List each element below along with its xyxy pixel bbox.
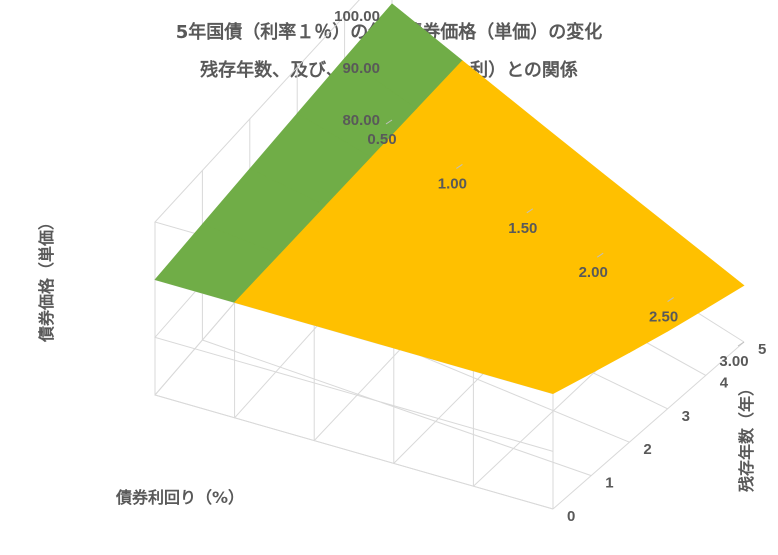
surface-plot [154, 3, 745, 394]
floor-gridline-y [202, 339, 592, 477]
x-tick-mark [667, 297, 674, 303]
z-tick-label: 80.00 [342, 112, 380, 129]
x-tick-mark [385, 119, 393, 125]
y-tick-label: 1 [605, 475, 613, 492]
y-tick-label: 4 [720, 374, 729, 391]
x-tick-mark [596, 252, 604, 258]
x-tick-mark [737, 341, 745, 347]
surface-cell [472, 343, 592, 394]
x-tick-mark [456, 163, 463, 169]
x-tick-mark [526, 208, 534, 214]
y-tick-label: 0 [567, 508, 575, 525]
y-tick-label: 5 [758, 341, 766, 358]
axis-ticks: 80.0090.00100.00110.000.501.001.502.002.… [334, 8, 766, 525]
y-tick-label: 2 [643, 441, 651, 458]
floor-gridline-x [552, 341, 745, 510]
x-tick-label: 2.00 [579, 264, 608, 281]
x-tick-label: 0.50 [367, 131, 396, 148]
x-tick-label: 3.00 [719, 353, 748, 370]
z-axis-title: 債券価格（単価） [37, 214, 56, 343]
x-axis-title: 債券利回り（%） [115, 488, 244, 507]
z-tick-label: 100.00 [334, 8, 380, 25]
y-axis-title: 残存年数（年） [737, 380, 756, 492]
x-tick-label: 1.00 [438, 175, 467, 192]
x-tick-label: 1.50 [508, 220, 537, 237]
z-tick-label: 90.00 [342, 60, 380, 77]
x-tick-label: 2.50 [649, 309, 678, 326]
y-tick-label: 3 [682, 408, 690, 425]
